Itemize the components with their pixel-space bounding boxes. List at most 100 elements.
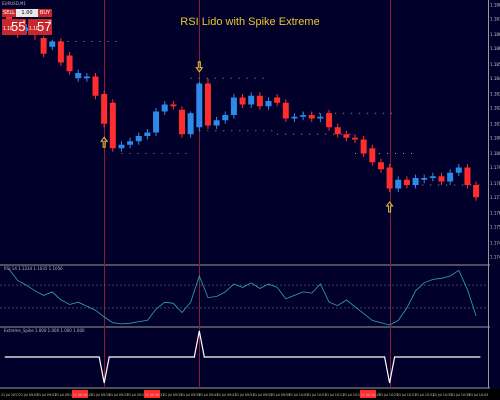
time-axis-label: 21 Jul 10:11 bbox=[325, 393, 344, 397]
time-axis-label: 21 Jul 09:35 bbox=[163, 393, 182, 397]
time-axis-label: 21 Jul 09:15 bbox=[73, 393, 92, 397]
bull-candle bbox=[421, 178, 428, 180]
ask-price-sup: 3 bbox=[48, 20, 51, 26]
bull-candle bbox=[127, 141, 134, 145]
time-axis-background bbox=[0, 389, 500, 400]
bear-candle bbox=[256, 95, 263, 107]
bull-candle bbox=[118, 144, 125, 149]
bear-candle bbox=[326, 113, 333, 128]
signal-arrows bbox=[100, 61, 394, 213]
bear-candle bbox=[40, 38, 47, 54]
price-tick-label: 1.1860 bbox=[490, 46, 500, 51]
buy-arrow-icon bbox=[385, 201, 394, 213]
time-axis-label: 21 Jul 09:11 bbox=[55, 393, 74, 397]
bear-candle bbox=[403, 179, 410, 185]
bull-candle bbox=[213, 120, 220, 126]
bull-candle bbox=[291, 116, 298, 119]
time-axis-label: 21 Jul 10:35 bbox=[433, 393, 452, 397]
bear-candle bbox=[101, 94, 108, 124]
bear-candle bbox=[386, 167, 393, 189]
bear-candle bbox=[377, 162, 384, 170]
bear-candle bbox=[204, 83, 211, 126]
bull-candle bbox=[230, 97, 237, 115]
spike-panel-label: Extreme_Spike 1.000 1.000 1.000 1.000 bbox=[4, 328, 85, 333]
bear-candle bbox=[239, 97, 246, 105]
bull-candle bbox=[144, 132, 151, 136]
bull-candle bbox=[222, 115, 229, 121]
buy-button[interactable]: BUY bbox=[38, 9, 52, 17]
bear-candle bbox=[6, 11, 12, 24]
time-axis-label: 21 Jul 09:43 bbox=[199, 393, 218, 397]
bear-candle bbox=[352, 137, 358, 140]
bear-candle bbox=[57, 41, 64, 63]
time-axis-label: 21 Jul 09:27 bbox=[127, 393, 146, 397]
bull-candle bbox=[23, 27, 30, 31]
bear-candle bbox=[464, 167, 471, 185]
bear-candle bbox=[66, 55, 73, 72]
candles bbox=[6, 10, 480, 201]
price-axis-ticks: 1.1885 1.1877 1.1868 1.1860 1.1851 1.1843 1.18… bbox=[490, 2, 500, 259]
lot-size-input[interactable] bbox=[16, 9, 38, 17]
bull-candle bbox=[248, 95, 255, 105]
price-tick-label: 1.1741 bbox=[490, 254, 500, 259]
bear-candle bbox=[369, 148, 376, 163]
bull-candle bbox=[153, 111, 160, 133]
time-axis-label: 21 Jul 2017 bbox=[1, 393, 19, 397]
price-tick-label: 1.1817 bbox=[490, 121, 500, 126]
time-axis-label: 21 Jul 10:27 bbox=[397, 393, 416, 397]
price-tick-label: 1.1792 bbox=[490, 165, 500, 170]
price-tick-label: 1.1885 bbox=[490, 2, 500, 7]
buy-arrow-icon bbox=[100, 136, 109, 148]
price-tick-label: 1.1800 bbox=[490, 151, 500, 156]
time-axis-label: 21 Jul 09:19 bbox=[91, 393, 110, 397]
bear-candle bbox=[170, 104, 177, 107]
time-axis-label: 21 Jul 10:03 bbox=[289, 393, 308, 397]
bull-candle bbox=[300, 115, 307, 117]
bear-candle bbox=[92, 76, 99, 96]
signal-vertical-lines bbox=[104, 0, 391, 388]
bull-candle bbox=[429, 176, 436, 178]
chart-title: RSI Lido with Spike Extreme bbox=[180, 16, 320, 28]
time-axis-label: 21 Jul 09:03 bbox=[19, 393, 38, 397]
bid-price-box[interactable]: 1.18 55 4 bbox=[2, 19, 26, 35]
bull-candle bbox=[196, 83, 203, 128]
price-tick-label: 1.1826 bbox=[490, 106, 500, 111]
bear-candle bbox=[343, 134, 350, 138]
price-tick-label: 1.1766 bbox=[490, 211, 500, 216]
bear-candle bbox=[473, 185, 480, 198]
time-axis-label: 21 Jul 09:51 bbox=[235, 393, 254, 397]
bid-price-prefix: 1.18 bbox=[3, 26, 13, 32]
rsi-panel-label: RSI 14 1.1234 1.1035 1.1056 bbox=[4, 266, 63, 271]
bear-candle bbox=[334, 127, 341, 135]
time-axis-label: 21 Jul 10:31 bbox=[415, 393, 434, 397]
sell-button[interactable]: SELL bbox=[2, 9, 16, 17]
bear-candle bbox=[179, 109, 185, 135]
bear-candle bbox=[308, 115, 315, 119]
price-tick-label: 1.1758 bbox=[490, 225, 500, 230]
time-label-highlight bbox=[144, 390, 160, 398]
bear-candle bbox=[274, 97, 281, 103]
time-axis-label: 21 Jul 09:47 bbox=[217, 393, 236, 397]
bull-candle bbox=[265, 101, 272, 107]
bull-candle bbox=[83, 76, 90, 79]
bull-candle bbox=[75, 73, 82, 79]
trade-button-row: SELL BUY bbox=[2, 9, 52, 18]
bull-candle bbox=[447, 172, 454, 182]
bear-candle bbox=[282, 102, 289, 119]
ask-price-box[interactable]: 1.18 57 3 bbox=[28, 19, 52, 35]
time-label-highlight bbox=[72, 390, 88, 398]
one-click-trading-panel: SELL BUY 1.18 55 4 1.18 57 3 bbox=[2, 9, 52, 35]
time-axis-label: 21 Jul 09:55 bbox=[253, 393, 272, 397]
bull-candle bbox=[412, 178, 419, 185]
bull-candle bbox=[161, 104, 168, 112]
time-axis-label: 21 Jul 10:39 bbox=[451, 393, 470, 397]
rsi-line bbox=[8, 268, 477, 326]
time-axis-label: 21 Jul 10:23 bbox=[379, 393, 398, 397]
price-tick-label: 1.1809 bbox=[490, 135, 500, 140]
time-axis-label: 21 Jul 10:07 bbox=[307, 393, 326, 397]
ask-price-big: 57 bbox=[37, 19, 52, 34]
bull-candle bbox=[455, 167, 462, 173]
bear-candle bbox=[360, 139, 367, 154]
